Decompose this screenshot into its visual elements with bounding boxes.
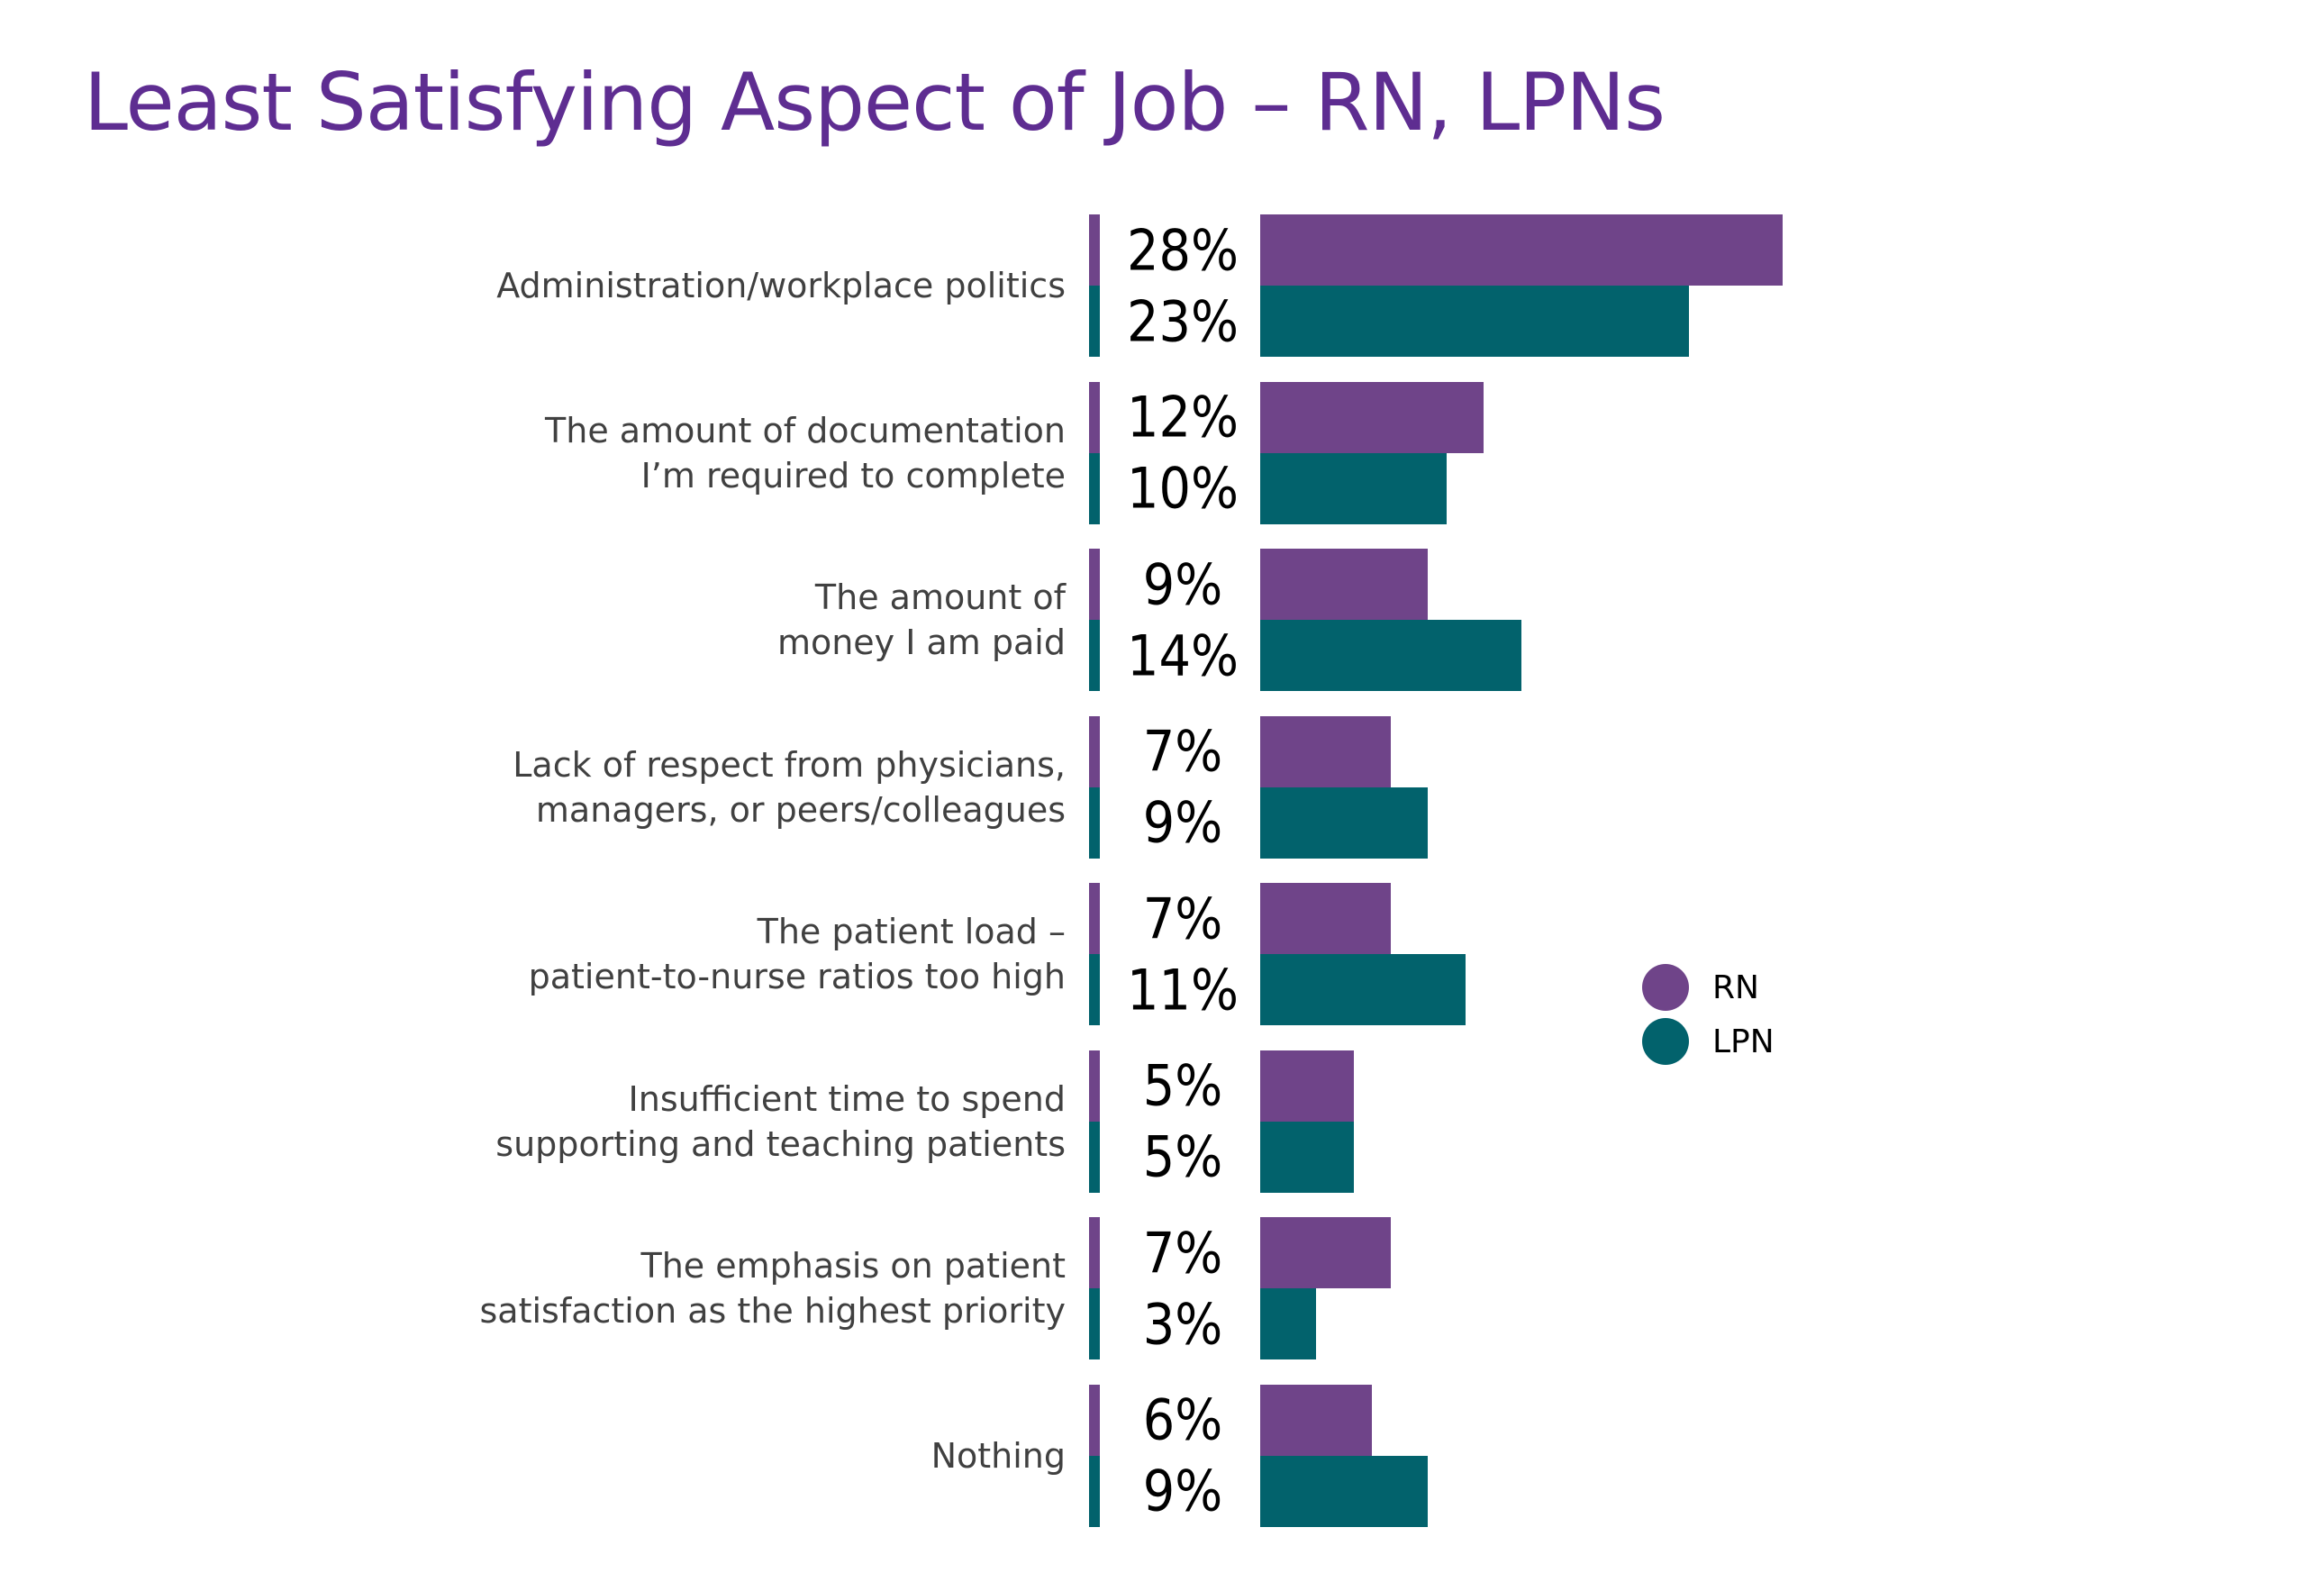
bar-lpn	[1260, 786, 1429, 859]
data-label-lpn: 9%	[1142, 789, 1223, 856]
series-marker-rn	[1089, 214, 1100, 286]
bar-rn	[1260, 381, 1484, 453]
data-label-lpn: 5%	[1142, 1123, 1223, 1190]
data-label-rn: 28%	[1126, 217, 1239, 283]
bar-lpn	[1260, 1455, 1429, 1527]
category-label: The amount of documentation I’m required …	[435, 408, 1066, 498]
data-label-lpn: 23%	[1126, 288, 1239, 354]
bar-lpn	[1260, 1121, 1354, 1193]
bar-lpn	[1260, 1288, 1317, 1359]
category-label: Nothing	[435, 1433, 1066, 1478]
bar-lpn	[1260, 286, 1690, 357]
data-label-lpn: 11%	[1126, 957, 1239, 1023]
category-label: The emphasis on patient satisfaction as t…	[435, 1243, 1067, 1333]
data-label-lpn: 10%	[1126, 455, 1239, 522]
category-label-line: The patient load –	[757, 912, 1066, 951]
data-label-rn: 7%	[1142, 718, 1223, 785]
legend-item-rn: RN	[1642, 964, 1759, 1011]
series-marker-lpn	[1089, 452, 1100, 524]
bar-rn	[1260, 1384, 1373, 1456]
legend-label: LPN	[1712, 1023, 1775, 1060]
series-marker-lpn	[1089, 954, 1100, 1025]
category-label-line: The amount of documentation	[545, 410, 1066, 450]
data-label-lpn: 9%	[1142, 1458, 1223, 1524]
legend-swatch-icon	[1642, 1018, 1689, 1065]
bar-lpn	[1260, 452, 1447, 524]
bar-rn	[1260, 1050, 1354, 1122]
category-label: Lack of respect from physicians, managers…	[435, 742, 1066, 832]
category-label: Insufficient time to spend supporting and…	[435, 1077, 1066, 1167]
series-marker-rn	[1089, 381, 1100, 453]
category-label-line: satisfaction as the highest priority	[479, 1291, 1067, 1331]
series-marker-lpn	[1089, 1455, 1100, 1527]
category-label-line: Lack of respect from physicians,	[513, 744, 1066, 785]
series-marker-rn	[1089, 715, 1100, 787]
bar-lpn	[1260, 954, 1466, 1025]
bar-rn	[1260, 549, 1429, 620]
category-label-line: The amount of	[814, 577, 1066, 617]
chart-title: Least Satisfying Aspect of Job – RN, LPN…	[84, 56, 1666, 149]
category-label-line: money I am paid	[776, 623, 1066, 662]
category-label-line: supporting and teaching patients	[495, 1123, 1066, 1164]
data-label-rn: 7%	[1142, 1220, 1223, 1286]
legend-label: RN	[1712, 968, 1759, 1006]
bar-rn	[1260, 214, 1783, 286]
data-label-rn: 12%	[1126, 384, 1239, 450]
legend-swatch-icon	[1642, 964, 1689, 1011]
data-label-rn: 5%	[1142, 1052, 1223, 1119]
bar-rn	[1260, 715, 1391, 787]
legend-item-lpn: LPN	[1642, 1018, 1775, 1065]
data-label-lpn: 3%	[1142, 1291, 1223, 1357]
series-marker-lpn	[1089, 620, 1100, 691]
data-label-lpn: 14%	[1126, 623, 1239, 688]
category-label-line: I’m required to complete	[640, 455, 1066, 496]
series-marker-rn	[1089, 1050, 1100, 1122]
bar-rn	[1260, 1217, 1391, 1288]
series-marker-rn	[1089, 883, 1100, 954]
series-marker-lpn	[1089, 286, 1100, 357]
series-marker-lpn	[1089, 786, 1100, 859]
data-label-rn: 6%	[1142, 1387, 1223, 1453]
data-label-rn: 7%	[1142, 886, 1223, 951]
category-label-line: patient-to-nurse ratios too high	[528, 957, 1066, 996]
series-marker-rn	[1089, 1384, 1100, 1456]
category-label-line: managers, or peers/colleagues	[535, 789, 1066, 830]
category-label-line: Administration/workplace politics	[496, 266, 1066, 305]
category-label-line: The emphasis on patient	[640, 1246, 1066, 1286]
category-label-line: Insufficient time to spend	[628, 1078, 1066, 1119]
series-marker-rn	[1089, 1217, 1100, 1288]
data-label-rn: 9%	[1142, 551, 1223, 617]
bar-lpn	[1260, 620, 1521, 691]
category-label: The patient load – patient-to-nurse ratio…	[435, 909, 1066, 999]
category-label: Administration/workplace politics	[435, 263, 1066, 308]
category-label: The amount of money I am paid	[435, 575, 1066, 665]
category-label-line: Nothing	[931, 1435, 1066, 1476]
bar-rn	[1260, 883, 1391, 954]
series-marker-lpn	[1089, 1121, 1100, 1193]
series-marker-lpn	[1089, 1288, 1100, 1359]
series-marker-rn	[1089, 549, 1100, 620]
